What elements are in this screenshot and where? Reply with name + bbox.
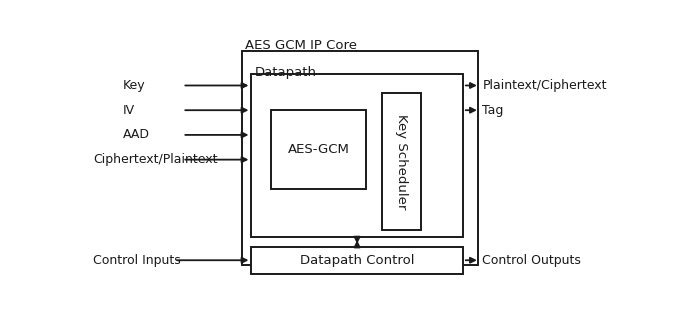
Text: Key Scheduler: Key Scheduler — [395, 114, 408, 209]
Text: Ciphertext/Plaintext: Ciphertext/Plaintext — [93, 153, 218, 166]
Text: AES-GCM: AES-GCM — [288, 143, 349, 156]
Text: AES GCM IP Core: AES GCM IP Core — [246, 39, 358, 52]
Bar — [251, 247, 463, 274]
Text: IV: IV — [122, 104, 135, 117]
Text: Plaintext/Ciphertext: Plaintext/Ciphertext — [482, 79, 607, 92]
Bar — [382, 93, 421, 230]
Text: Datapath Control: Datapath Control — [300, 254, 414, 267]
Bar — [251, 74, 463, 238]
Text: Datapath: Datapath — [255, 65, 316, 79]
Text: Key: Key — [122, 79, 146, 92]
Text: AAD: AAD — [122, 128, 150, 142]
Text: Tag: Tag — [482, 104, 504, 117]
Bar — [271, 110, 366, 189]
Text: Control Outputs: Control Outputs — [482, 254, 581, 267]
Bar — [242, 51, 478, 265]
Text: Control Inputs: Control Inputs — [93, 254, 181, 267]
